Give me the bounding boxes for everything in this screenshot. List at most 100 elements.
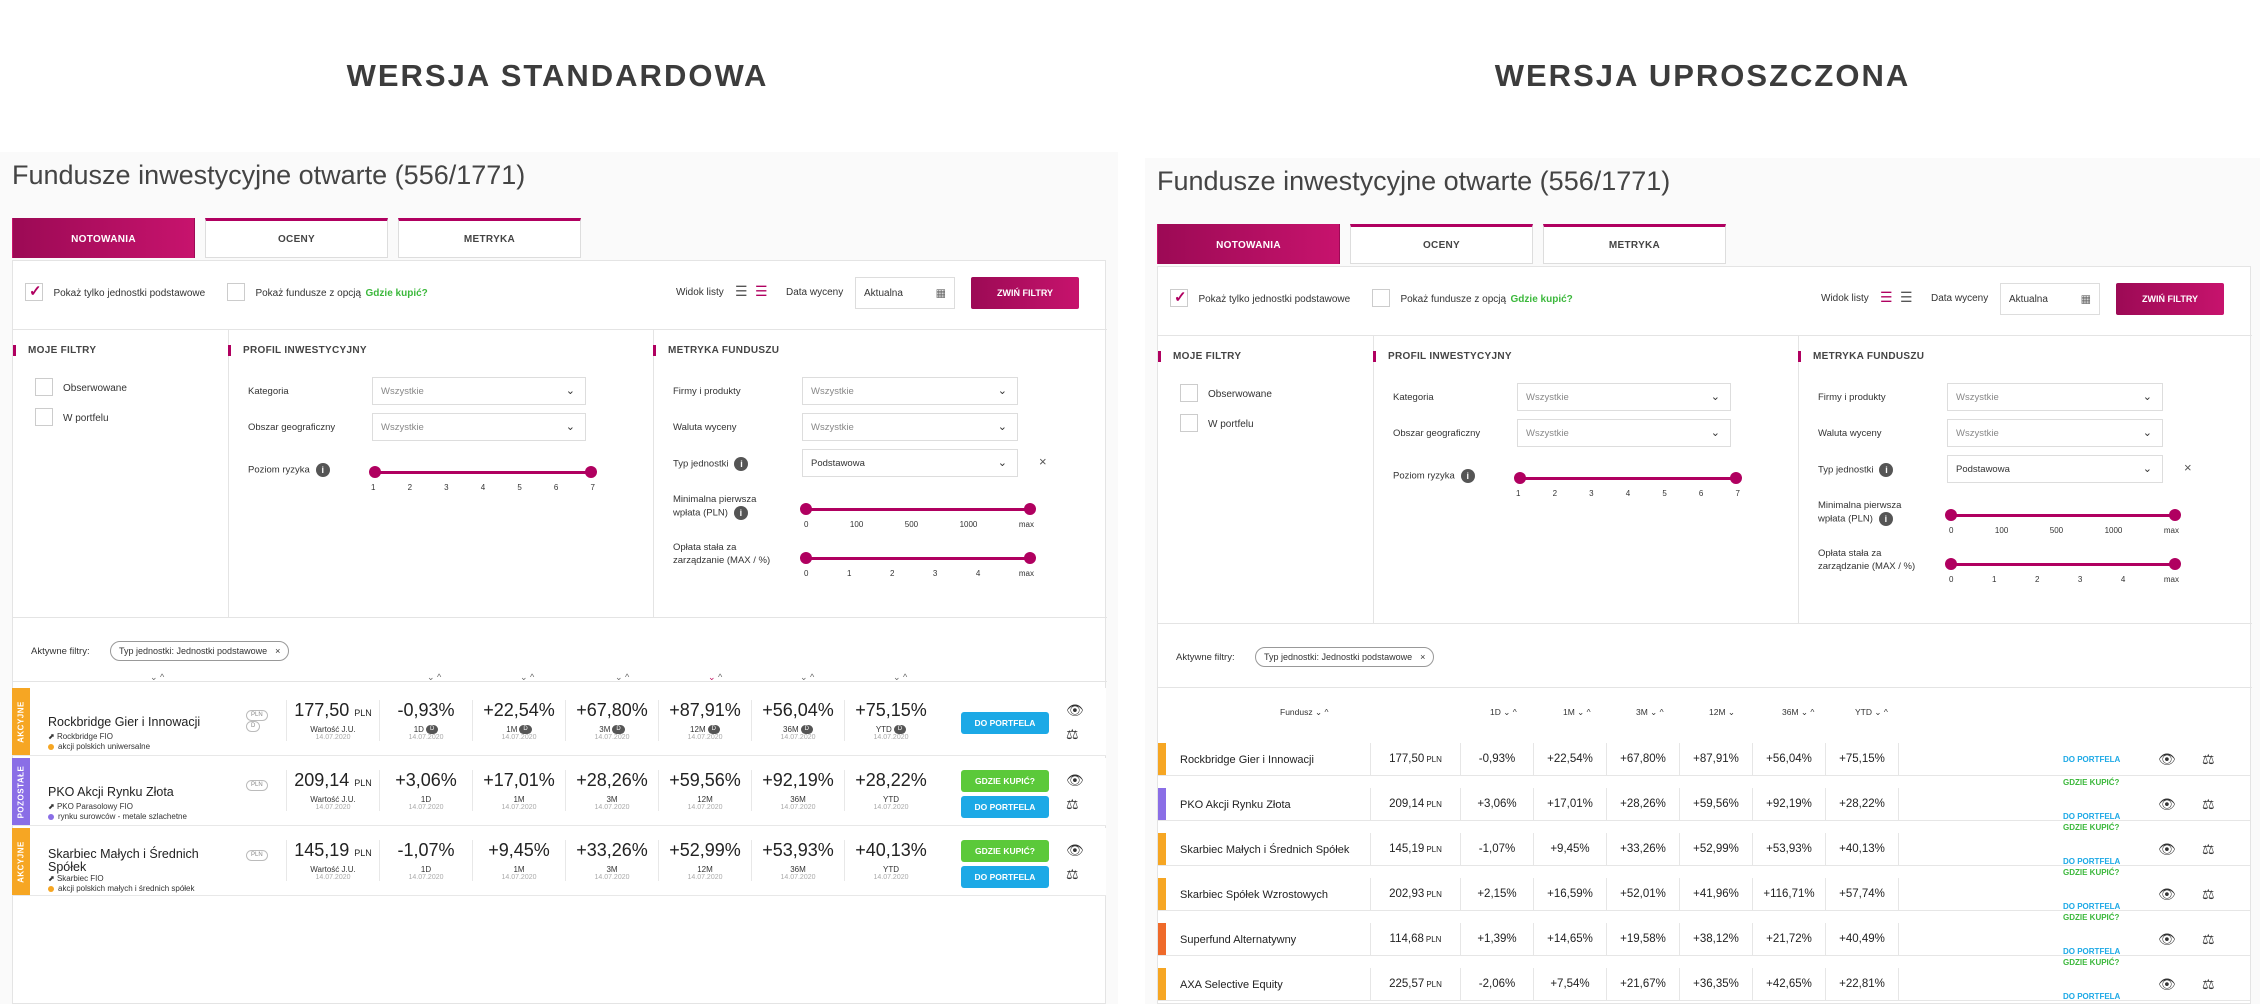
firms-select[interactable]: Wszystkie ⌄ — [1947, 383, 2163, 411]
chevron-down-icon: ⌄ — [565, 385, 575, 397]
badge: D — [425, 725, 439, 735]
tab-oceny[interactable]: OCENY — [1350, 224, 1533, 264]
currency-select[interactable]: Wszystkie ⌄ — [802, 413, 1018, 441]
fund-name[interactable]: PKO Akcji Rynku Złota — [48, 785, 174, 799]
portfolio-filter[interactable]: W portfelu — [35, 408, 109, 426]
eye-icon[interactable]: 👁 — [1066, 842, 1084, 858]
fund-name[interactable]: Skarbiec Spółek Wzrostowych — [1180, 889, 1328, 901]
base-units-checkbox[interactable] — [25, 282, 43, 301]
date-picker[interactable]: Aktualna ▦ — [855, 277, 955, 309]
where-buy-button[interactable]: GDZIE KUPIĆ? — [961, 770, 1049, 792]
eye-icon[interactable]: 👁 — [2158, 796, 2176, 812]
col-header-3m[interactable]: 3M ⌄ ^ — [1636, 707, 1664, 717]
tab-metryka[interactable]: METRYKA — [398, 218, 581, 258]
col-header-12m[interactable]: 12M ⌄ — [1709, 707, 1736, 717]
category-select[interactable]: Wszystkie ⌄ — [372, 377, 586, 405]
where-buy-link[interactable]: GDZIE KUPIĆ? — [2063, 823, 2120, 832]
return-value: +87,91% — [669, 700, 741, 720]
where-buy-link[interactable]: Gdzie kupić? — [365, 288, 428, 300]
eye-icon[interactable]: 👁 — [2158, 841, 2176, 857]
eye-icon[interactable]: 👁 — [2158, 931, 2176, 947]
scale-icon[interactable]: ⚖ — [2202, 976, 2215, 992]
currency-select[interactable]: Wszystkie ⌄ — [1947, 419, 2163, 447]
scale-icon[interactable]: ⚖ — [2202, 886, 2215, 902]
scale-icon[interactable]: ⚖ — [2202, 796, 2215, 812]
return-cell-1m: +17,01% — [1533, 788, 1606, 820]
eye-icon[interactable]: 👁 — [2158, 976, 2176, 992]
scale-icon[interactable]: ⚖ — [2202, 841, 2215, 857]
risk-slider[interactable] — [369, 466, 597, 478]
col-header-1d[interactable]: 1D ⌄ ^ — [1490, 707, 1517, 717]
add-to-portfolio-button[interactable]: DO PORTFELA — [961, 796, 1049, 818]
date-picker[interactable]: Aktualna ▦ — [2000, 283, 2100, 315]
list-view-compact-icon[interactable]: ☰ — [755, 283, 768, 299]
firms-select[interactable]: Wszystkie ⌄ — [802, 377, 1018, 405]
where-buy-link[interactable]: GDZIE KUPIĆ? — [2063, 958, 2120, 967]
unit-type-select[interactable]: Podstawowa ⌄ — [1947, 455, 2163, 483]
tab-oceny[interactable]: OCENY — [205, 218, 388, 258]
add-to-portfolio-button[interactable]: DO PORTFELA — [961, 712, 1049, 734]
active-filter-chip[interactable]: Typ jednostki: Jednostki podstawowe × — [1255, 647, 1435, 667]
scale-icon[interactable]: ⚖ — [1066, 866, 1079, 882]
fund-name[interactable]: AXA Selective Equity — [1180, 979, 1283, 991]
add-to-portfolio-link[interactable]: DO PORTFELA — [2063, 812, 2121, 821]
fund-name[interactable]: Superfund Alternatywny — [1180, 934, 1297, 946]
where-buy-link[interactable]: GDZIE KUPIĆ? — [2063, 868, 2120, 877]
add-to-portfolio-link[interactable]: DO PORTFELA — [2063, 857, 2121, 866]
portfolio-filter[interactable]: W portfelu — [1180, 414, 1254, 432]
tab-notowania[interactable]: NOTOWANIA — [12, 218, 195, 258]
where-buy-link[interactable]: Gdzie kupić? — [1510, 294, 1573, 306]
fund-name[interactable]: Rockbridge Gier i Innowacji — [48, 715, 201, 729]
fund-name[interactable]: Skarbiec Małych i Średnich Spółek — [1180, 844, 1350, 856]
add-to-portfolio-button[interactable]: DO PORTFELA — [961, 866, 1049, 888]
observed-filter[interactable]: Obserwowane — [1180, 384, 1272, 402]
unit-type-select[interactable]: Podstawowa ⌄ — [802, 449, 1018, 477]
scale-icon[interactable]: ⚖ — [1066, 796, 1079, 812]
eye-icon[interactable]: 👁 — [1066, 772, 1084, 788]
add-to-portfolio-link[interactable]: DO PORTFELA — [2063, 902, 2121, 911]
add-to-portfolio-link[interactable]: DO PORTFELA — [2063, 992, 2121, 1001]
fee-slider[interactable] — [800, 552, 1036, 564]
list-view-icon[interactable]: ☰ — [735, 283, 748, 299]
eye-icon[interactable]: 👁 — [2158, 751, 2176, 767]
min-payment-slider[interactable] — [800, 503, 1036, 515]
where-buy-link[interactable]: GDZIE KUPIĆ? — [2063, 913, 2120, 922]
eye-icon[interactable]: 👁 — [2158, 886, 2176, 902]
show-buy-option[interactable]: Pokaż fundusze z opcją Gdzie kupić? — [227, 283, 428, 301]
col-header-36m[interactable]: 36M ⌄ ^ — [1782, 707, 1815, 717]
scale-icon[interactable]: ⚖ — [2202, 751, 2215, 767]
scale-icon[interactable]: ⚖ — [2202, 931, 2215, 947]
clear-unit-type-icon[interactable]: × — [2184, 460, 2192, 475]
list-view-icon[interactable]: ☰ — [1880, 289, 1893, 305]
eye-icon[interactable]: 👁 — [1066, 702, 1084, 718]
add-to-portfolio-link[interactable]: DO PORTFELA — [2063, 755, 2121, 764]
fee-slider[interactable] — [1945, 558, 2181, 570]
clear-unit-type-icon[interactable]: × — [1039, 454, 1047, 469]
col-header-ytd[interactable]: YTD ⌄ ^ — [1855, 707, 1888, 717]
buy-option-checkbox[interactable] — [227, 283, 245, 301]
show-buy-option[interactable]: Pokaż fundusze z opcją Gdzie kupić? — [1372, 289, 1573, 307]
geo-select[interactable]: Wszystkie ⌄ — [372, 413, 586, 441]
collapse-filters-button[interactable]: ZWIŃ FILTRY — [971, 277, 1079, 309]
fund-name[interactable]: Rockbridge Gier i Innowacji — [1180, 754, 1314, 766]
list-view-compact-icon[interactable]: ☰ — [1900, 289, 1913, 305]
col-header-1m[interactable]: 1M ⌄ ^ — [1563, 707, 1591, 717]
observed-filter[interactable]: Obserwowane — [35, 378, 127, 396]
scale-icon[interactable]: ⚖ — [1066, 726, 1079, 742]
active-filter-chip[interactable]: Typ jednostki: Jednostki podstawowe × — [110, 641, 290, 661]
where-buy-button[interactable]: GDZIE KUPIĆ? — [961, 840, 1049, 862]
min-payment-slider[interactable] — [1945, 509, 2181, 521]
show-base-units[interactable]: Pokaż tylko jednostki podstawowe — [25, 282, 205, 301]
tab-metryka[interactable]: METRYKA — [1543, 224, 1726, 264]
fund-name[interactable]: Skarbiec Małych i Średnich Spółek — [48, 847, 199, 874]
collapse-filters-button[interactable]: ZWIŃ FILTRY — [2116, 283, 2224, 315]
fund-col-header[interactable]: Fundusz ⌄ ^ — [1280, 707, 1329, 717]
tab-notowania[interactable]: NOTOWANIA — [1157, 224, 1340, 264]
add-to-portfolio-link[interactable]: DO PORTFELA — [2063, 947, 2121, 956]
category-select[interactable]: Wszystkie ⌄ — [1517, 383, 1731, 411]
show-base-units[interactable]: Pokaż tylko jednostki podstawowe — [1170, 288, 1350, 307]
risk-slider[interactable] — [1514, 472, 1742, 484]
fund-name[interactable]: PKO Akcji Rynku Złota — [1180, 799, 1291, 811]
where-buy-link[interactable]: GDZIE KUPIĆ? — [2063, 778, 2120, 787]
geo-select[interactable]: Wszystkie ⌄ — [1517, 419, 1731, 447]
